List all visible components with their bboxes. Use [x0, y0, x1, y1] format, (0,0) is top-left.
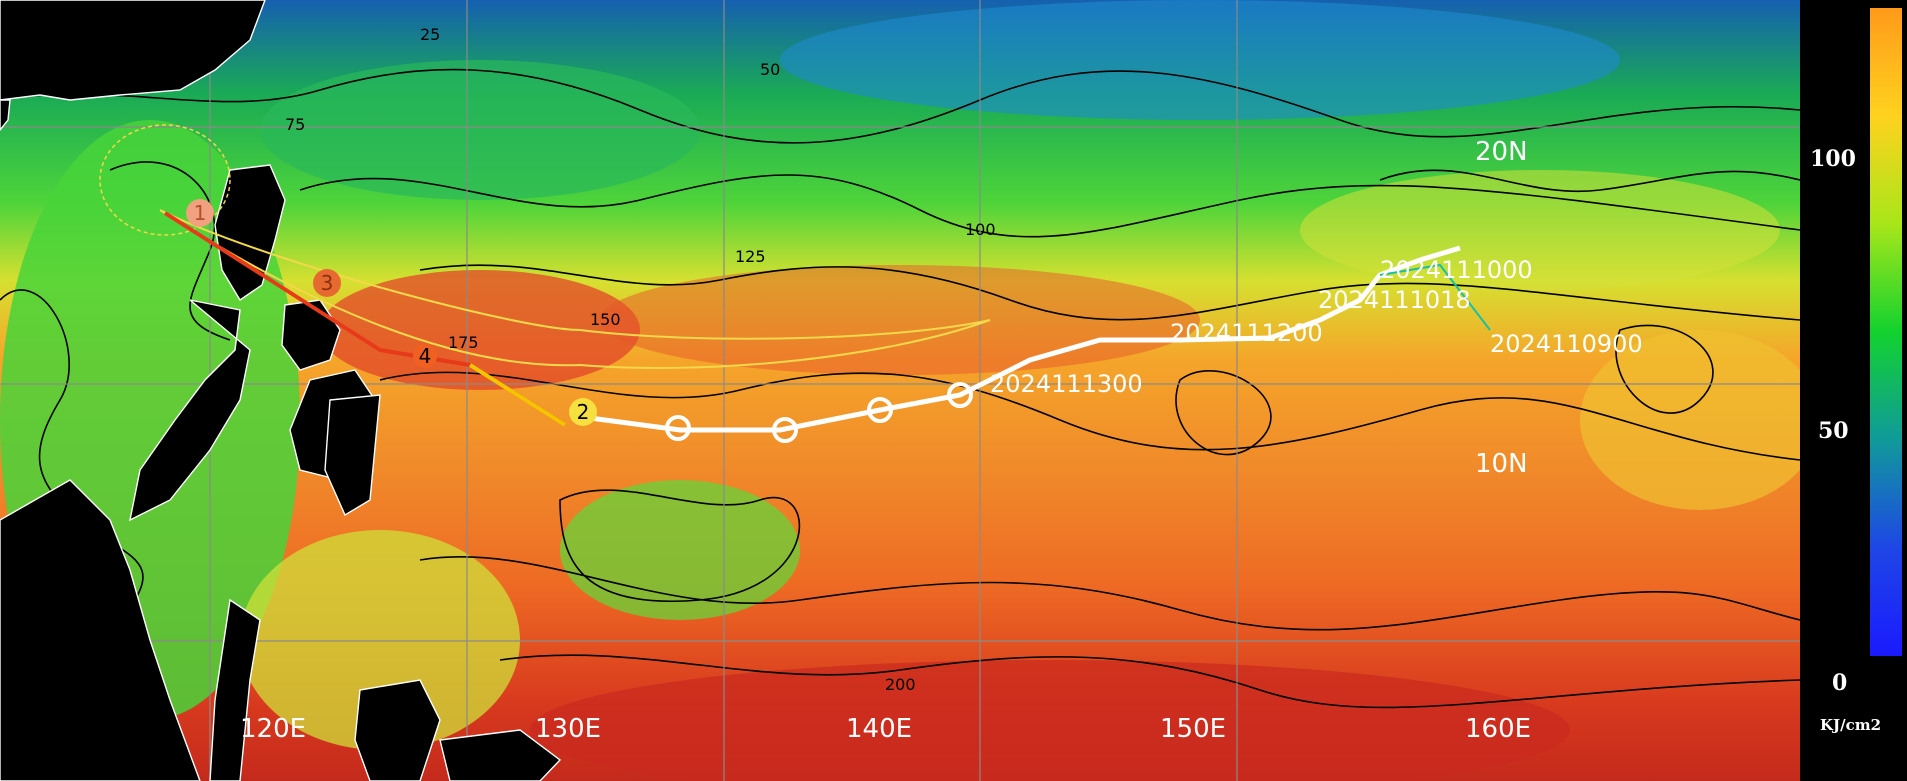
forecast-point-2: 2 [577, 400, 590, 424]
lat-label-10n: 10N [1475, 449, 1528, 479]
track-label-2024110900: 2024110900 [1490, 330, 1643, 358]
contour-label-200: 200 [885, 675, 916, 694]
forecast-point-3: 3 [321, 271, 334, 295]
forecast-point-marker [413, 344, 437, 368]
ohc-contours [0, 68, 1800, 709]
ohc-map-canvas: 1 3 4 2 2024111000 2024111018 2024110900… [0, 0, 1800, 781]
forecast-point-4: 4 [419, 344, 432, 368]
observed-track-early [1379, 263, 1491, 331]
contour-label-150: 150 [590, 310, 621, 329]
forecast-point-marker [313, 269, 341, 297]
lon-label-150e: 150E [1160, 714, 1226, 744]
track-label-2024111018: 2024111018 [1318, 286, 1471, 314]
lon-label-130e: 130E [535, 714, 601, 744]
ohc-field-patches [0, 0, 1800, 781]
ohc-map: 1 3 4 2 2024111000 2024111018 2024110900… [0, 0, 1800, 781]
contour-label-25: 25 [420, 25, 440, 44]
contour-label-50: 50 [760, 60, 780, 79]
forecast-cone [159, 209, 991, 369]
contour-label-100: 100 [965, 220, 996, 239]
forecast-point-marker [186, 199, 214, 227]
lat-label-20n: 20N [1475, 137, 1528, 167]
colorbar-legend: 100 50 0 KJ/cm2 [1800, 0, 1907, 781]
forecast-cone-origin [99, 124, 231, 236]
lon-label-120e: 120E [240, 714, 306, 744]
typhoon-symbols [665, 382, 973, 443]
lat-lon-grid [0, 0, 1800, 781]
colorbar-tick-0: 0 [1832, 670, 1848, 696]
forecast-point-1: 1 [194, 201, 207, 225]
forecast-point-marker [569, 398, 597, 426]
contour-label-75: 75 [285, 115, 305, 134]
forecast-point-markers [186, 199, 597, 426]
lon-label-140e: 140E [846, 714, 912, 744]
lon-label-160e: 160E [1465, 714, 1531, 744]
track-label-2024111300: 2024111300 [990, 370, 1143, 398]
colorbar [1870, 8, 1902, 656]
track-label-2024111200: 2024111200 [1170, 319, 1323, 347]
colorbar-tick-50: 50 [1818, 418, 1849, 444]
forecast-track-tail [468, 363, 567, 427]
contour-label-175: 175 [448, 333, 479, 352]
contour-label-125: 125 [735, 247, 766, 266]
contour-labels: 25 50 75 100 125 150 175 200 [285, 25, 996, 694]
colorbar-unit: KJ/cm2 [1820, 716, 1882, 734]
colorbar-tick-100: 100 [1810, 146, 1856, 172]
track-label-2024111000: 2024111000 [1380, 256, 1533, 284]
land-masses [0, 0, 562, 781]
